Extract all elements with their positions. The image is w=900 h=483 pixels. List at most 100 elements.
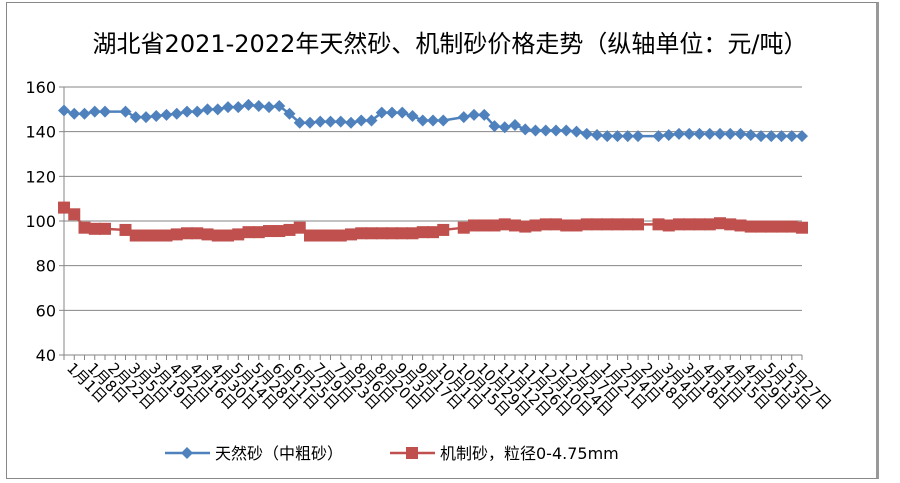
data-point (744, 220, 757, 233)
data-point (293, 116, 306, 129)
data-point (160, 229, 173, 242)
y-tick-label: 80 (36, 257, 56, 276)
data-point (509, 118, 521, 131)
data-point (263, 101, 275, 114)
data-point (765, 130, 778, 143)
data-point (693, 218, 706, 231)
data-point (211, 229, 224, 242)
data-point (734, 127, 747, 140)
data-point (539, 218, 552, 231)
data-point (427, 226, 439, 239)
data-point (416, 226, 429, 239)
y-tick-label: 140 (25, 123, 56, 142)
data-point (170, 107, 183, 120)
data-point (170, 228, 183, 241)
data-point (734, 219, 747, 232)
data-point (334, 115, 347, 128)
data-point (478, 219, 491, 232)
data-point (621, 218, 634, 231)
data-point (744, 129, 757, 142)
data-point (181, 105, 193, 118)
data-point (252, 226, 265, 239)
data-point (662, 129, 675, 142)
data-point (324, 229, 337, 242)
data-point (191, 105, 204, 118)
data-point (621, 130, 634, 143)
data-point (396, 106, 409, 119)
data-point (150, 110, 163, 123)
data-point (273, 225, 286, 238)
data-point (324, 115, 337, 128)
data-point (345, 116, 357, 129)
data-point (232, 228, 245, 241)
data-point (160, 108, 173, 121)
data-point (550, 218, 562, 231)
y-tick-label: 40 (36, 346, 56, 365)
data-point (283, 107, 296, 120)
data-point (785, 130, 798, 143)
data-point (437, 114, 450, 127)
data-point (68, 107, 81, 120)
data-point (570, 219, 583, 232)
data-point (550, 124, 562, 137)
data-point (785, 220, 798, 233)
data-point (673, 127, 685, 140)
data-point (365, 227, 378, 240)
data-point (468, 219, 480, 232)
data-point (201, 103, 214, 116)
y-tick-label: 60 (36, 301, 56, 320)
data-point (427, 114, 439, 127)
data-point (119, 223, 132, 236)
data-point (652, 130, 665, 143)
legend-label: 天然砂（中粗砂） (215, 444, 343, 463)
data-point (755, 220, 767, 233)
data-point (580, 127, 593, 140)
legend-label: 机制砂，粒径0-4.75mm (440, 444, 619, 463)
data-point (273, 99, 286, 112)
data-point (191, 227, 204, 240)
data-point (129, 111, 142, 124)
data-point (68, 208, 81, 221)
data-point (304, 229, 316, 242)
data-point (560, 124, 573, 137)
data-point (570, 125, 583, 138)
data-point (519, 123, 532, 136)
data-point (293, 221, 306, 234)
data-point (78, 221, 91, 234)
legend-marker (181, 447, 193, 459)
data-point (386, 227, 398, 240)
data-point (406, 110, 419, 123)
data-point (457, 111, 470, 124)
data-point (683, 127, 696, 140)
data-point (242, 98, 255, 111)
data-point (365, 114, 378, 127)
data-point (140, 229, 152, 242)
data-point (601, 218, 614, 231)
data-point (724, 127, 737, 140)
y-tick-label: 120 (25, 167, 56, 186)
data-point (693, 127, 706, 140)
data-point (304, 116, 316, 129)
data-point (211, 103, 224, 116)
data-point (703, 127, 716, 140)
data-point (632, 130, 644, 143)
data-point (662, 219, 675, 232)
data-point (252, 99, 265, 112)
data-point (406, 227, 419, 240)
data-point (222, 101, 234, 114)
data-point (683, 218, 696, 231)
data-point (140, 111, 152, 124)
data-point (775, 220, 788, 233)
data-point (99, 222, 111, 235)
data-point (396, 227, 409, 240)
data-point (796, 221, 808, 234)
data-point (242, 226, 255, 239)
data-point (314, 115, 327, 128)
data-point (468, 108, 480, 121)
data-point (591, 129, 603, 142)
data-point (796, 130, 808, 143)
data-point (703, 218, 716, 231)
data-point (539, 124, 552, 137)
data-point (560, 219, 573, 232)
data-point (611, 218, 624, 231)
